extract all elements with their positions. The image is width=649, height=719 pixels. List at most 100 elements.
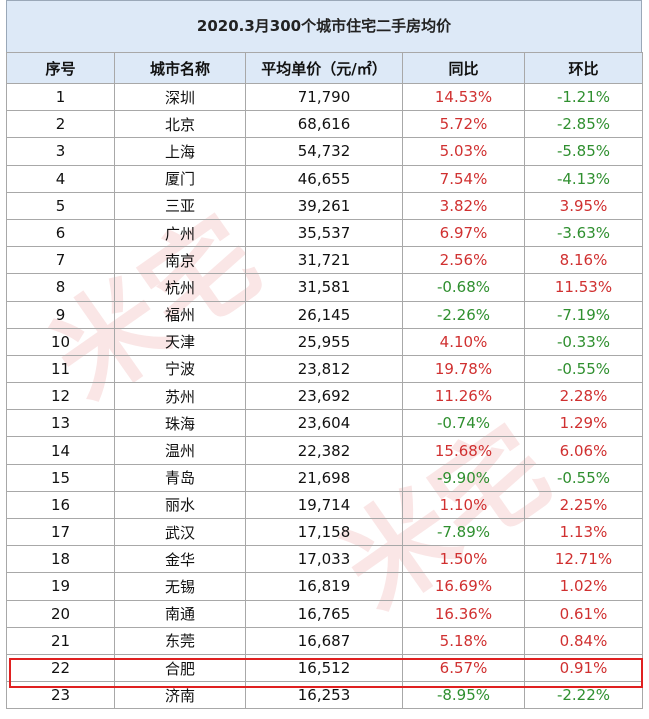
mom-change: 1.29%	[524, 409, 643, 438]
mom-change: 0.61%	[524, 599, 643, 628]
row-number: 9	[6, 300, 115, 329]
yoy-change: 11.26%	[402, 382, 525, 411]
avg-price: 35,537	[245, 218, 403, 248]
header-row: 序号 城市名称 平均单价（元/㎡） 同比 环比	[6, 52, 643, 84]
mom-change: 2.28%	[524, 382, 643, 411]
table-row: 21 东莞 16,687 5.18% 0.84%	[6, 626, 643, 655]
table-row: 7 南京 31,721 2.56% 8.16%	[6, 246, 643, 275]
city-name: 珠海	[114, 409, 246, 438]
avg-price: 16,687	[245, 626, 403, 655]
avg-price: 46,655	[245, 164, 403, 193]
avg-price: 21,698	[245, 463, 403, 492]
city-name: 南通	[114, 599, 246, 628]
row-number: 23	[6, 681, 115, 710]
city-name: 上海	[114, 137, 246, 166]
avg-price: 16,819	[245, 572, 403, 601]
header-no: 序号	[6, 52, 115, 84]
row-number: 1	[6, 82, 115, 112]
yoy-change: 6.97%	[402, 218, 525, 248]
table-row: 19 无锡 16,819 16.69% 1.02%	[6, 572, 643, 601]
avg-price: 23,812	[245, 354, 403, 384]
mom-change: 0.84%	[524, 626, 643, 655]
yoy-change: 2.56%	[402, 246, 525, 275]
mom-change: -1.21%	[524, 82, 643, 112]
avg-price: 31,721	[245, 246, 403, 275]
header-mom: 环比	[524, 52, 643, 84]
row-number: 5	[6, 191, 115, 220]
avg-price: 71,790	[245, 82, 403, 112]
row-number: 6	[6, 218, 115, 248]
yoy-change: 6.57%	[402, 653, 525, 683]
table-row: 16 丽水 19,714 1.10% 2.25%	[6, 490, 643, 520]
avg-price: 16,253	[245, 681, 403, 710]
table-row: 4 厦门 46,655 7.54% -4.13%	[6, 164, 643, 193]
table-row: 1 深圳 71,790 14.53% -1.21%	[6, 82, 643, 112]
mom-change: 1.13%	[524, 517, 643, 547]
mom-change: -0.55%	[524, 463, 643, 492]
city-name: 杭州	[114, 273, 246, 302]
row-number: 8	[6, 273, 115, 302]
mom-change: -2.22%	[524, 681, 643, 710]
avg-price: 39,261	[245, 191, 403, 220]
mom-change: -3.63%	[524, 218, 643, 248]
row-number: 15	[6, 463, 115, 492]
city-name: 三亚	[114, 191, 246, 220]
row-number: 19	[6, 572, 115, 601]
yoy-change: 16.36%	[402, 599, 525, 628]
mom-change: -7.19%	[524, 300, 643, 329]
avg-price: 23,604	[245, 409, 403, 438]
mom-change: -2.85%	[524, 110, 643, 139]
row-number: 20	[6, 599, 115, 628]
table-row: 15 青岛 21,698 -9.90% -0.55%	[6, 463, 643, 492]
avg-price: 54,732	[245, 137, 403, 166]
yoy-change: 14.53%	[402, 82, 525, 112]
table-row: 6 广州 35,537 6.97% -3.63%	[6, 218, 643, 248]
yoy-change: -7.89%	[402, 517, 525, 547]
header-price: 平均单价（元/㎡）	[245, 52, 403, 84]
city-name: 丽水	[114, 490, 246, 520]
table-row: 20 南通 16,765 16.36% 0.61%	[6, 599, 643, 628]
city-name: 宁波	[114, 354, 246, 384]
yoy-change: 4.10%	[402, 327, 525, 356]
avg-price: 16,765	[245, 599, 403, 628]
row-number: 18	[6, 545, 115, 574]
city-name: 福州	[114, 300, 246, 329]
yoy-change: -0.68%	[402, 273, 525, 302]
city-name: 厦门	[114, 164, 246, 193]
row-number: 2	[6, 110, 115, 139]
table-body: 1 深圳 71,790 14.53% -1.21% 2 北京 68,616 5.72% -2.85…	[6, 82, 643, 710]
table-row: 8 杭州 31,581 -0.68% 11.53%	[6, 273, 643, 302]
avg-price: 17,158	[245, 517, 403, 547]
table-row: 11 宁波 23,812 19.78% -0.55%	[6, 354, 643, 384]
city-name: 天津	[114, 327, 246, 356]
row-number: 16	[6, 490, 115, 520]
yoy-change: 1.10%	[402, 490, 525, 520]
row-number: 4	[6, 164, 115, 193]
mom-change: 2.25%	[524, 490, 643, 520]
price-table-container: 2020.3月300个城市住宅二手房均价 序号 城市名称 平均单价（元/㎡） 同…	[6, 0, 643, 710]
city-name: 济南	[114, 681, 246, 710]
table-row: 17 武汉 17,158 -7.89% 1.13%	[6, 517, 643, 547]
city-name: 温州	[114, 436, 246, 465]
city-name: 东莞	[114, 626, 246, 655]
header-city: 城市名称	[114, 52, 246, 84]
row-number: 11	[6, 354, 115, 384]
row-number: 12	[6, 382, 115, 411]
mom-change: 1.02%	[524, 572, 643, 601]
table-row: 10 天津 25,955 4.10% -0.33%	[6, 327, 643, 356]
yoy-change: 1.50%	[402, 545, 525, 574]
city-name: 武汉	[114, 517, 246, 547]
mom-change: -0.55%	[524, 354, 643, 384]
header-yoy: 同比	[402, 52, 525, 84]
table-title: 2020.3月300个城市住宅二手房均价	[6, 0, 642, 52]
yoy-change: 16.69%	[402, 572, 525, 601]
mom-change: 6.06%	[524, 436, 643, 465]
mom-change: 3.95%	[524, 191, 643, 220]
mom-change: 0.91%	[524, 653, 643, 683]
table-row: 13 珠海 23,604 -0.74% 1.29%	[6, 409, 643, 438]
table-row: 9 福州 26,145 -2.26% -7.19%	[6, 300, 643, 329]
table-row: 3 上海 54,732 5.03% -5.85%	[6, 137, 643, 166]
avg-price: 16,512	[245, 653, 403, 683]
row-number: 14	[6, 436, 115, 465]
yoy-change: 7.54%	[402, 164, 525, 193]
